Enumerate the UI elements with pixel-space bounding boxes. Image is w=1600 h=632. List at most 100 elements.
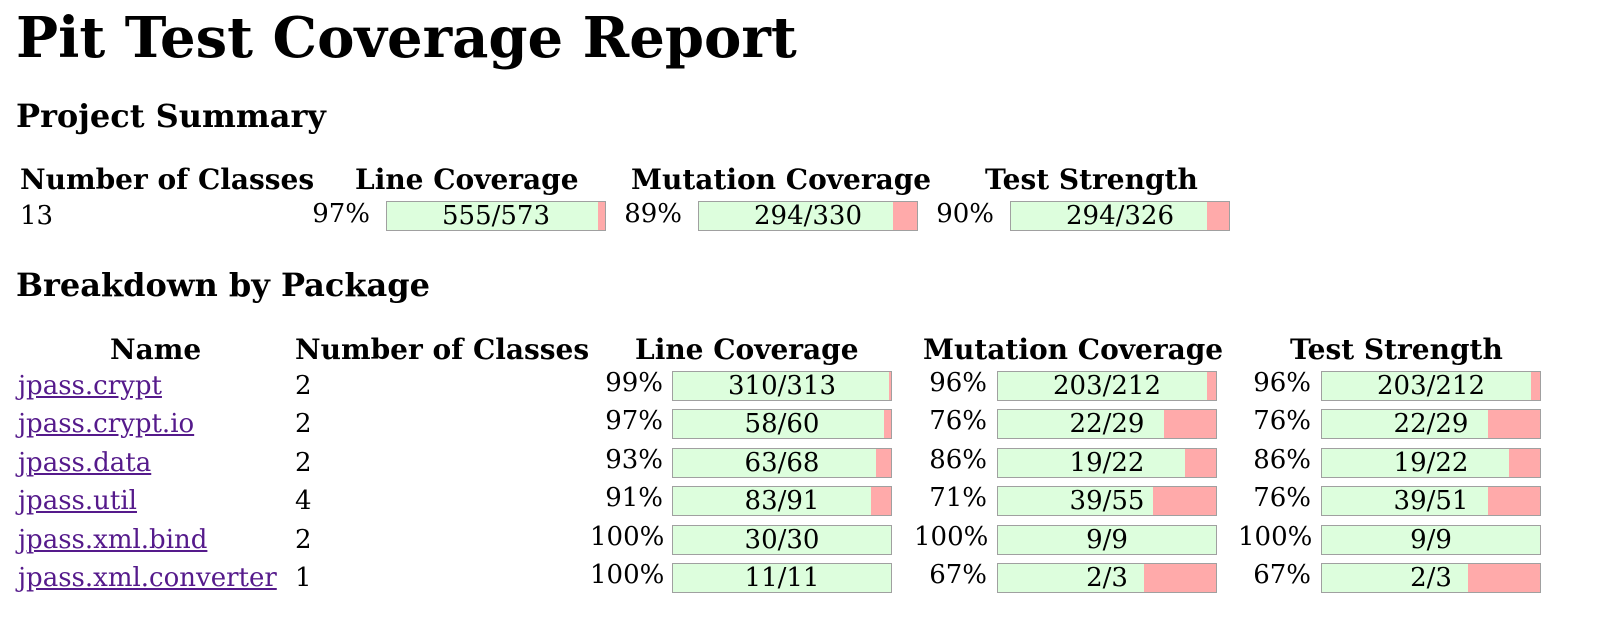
summary-strength-bar: 294/326	[1010, 201, 1230, 231]
line-coverage-bar-label: 30/30	[744, 524, 820, 555]
line-coverage-bar-fill	[673, 487, 872, 516]
breakdown-header-mutation: Mutation Coverage	[923, 333, 1224, 366]
strength-coverage-bar-label: 19/22	[1393, 447, 1469, 478]
line-coverage-bar: 310/313	[672, 371, 892, 401]
package-classes: 4	[295, 486, 312, 517]
strength-coverage-bar-fill	[1322, 372, 1532, 400]
mutation-coverage-bar: 19/22	[997, 447, 1217, 478]
strength-coverage-bar: 203/212	[1321, 371, 1541, 401]
breakdown-heading: Breakdown by Package	[16, 266, 431, 304]
line-coverage-bar: 30/30	[672, 524, 892, 555]
mutation-coverage-percent: 76%	[929, 406, 987, 437]
strength-coverage-percent: 76%	[1253, 483, 1311, 514]
line-coverage-bar-label: 63/68	[744, 447, 820, 478]
mutation-coverage-bar-fill	[998, 410, 1164, 439]
summary-classes-value: 13	[20, 201, 54, 231]
strength-coverage-percent: 76%	[1253, 406, 1311, 437]
package-link[interactable]: jpass.util	[18, 486, 137, 517]
line-coverage-bar-label: 58/60	[744, 409, 820, 440]
package-classes: 2	[295, 409, 312, 440]
package-classes: 2	[295, 524, 312, 555]
strength-coverage-bar: 19/22	[1321, 447, 1541, 478]
strength-coverage-bar-fill	[1322, 564, 1469, 592]
strength-coverage-percent: 96%	[1253, 368, 1311, 398]
line-coverage-bar-fill	[673, 448, 876, 477]
strength-coverage-percent: 86%	[1253, 444, 1311, 475]
strength-coverage-bar: 2/3	[1321, 563, 1541, 593]
line-coverage-bar: 83/91	[672, 486, 892, 517]
line-coverage-bar-fill	[673, 564, 891, 592]
mutation-coverage-bar: 39/55	[997, 486, 1217, 517]
strength-coverage-bar-fill	[1322, 410, 1488, 439]
line-coverage-bar-label: 83/91	[744, 486, 820, 517]
mutation-coverage-bar-label: 19/22	[1069, 447, 1145, 478]
mutation-coverage-bar: 203/212	[997, 371, 1217, 401]
mutation-coverage-percent: 100%	[914, 521, 989, 552]
line-coverage-percent: 91%	[605, 483, 663, 514]
mutation-coverage-bar-fill	[998, 487, 1153, 516]
mutation-coverage-bar: 22/29	[997, 409, 1217, 440]
strength-coverage-bar-fill	[1322, 525, 1540, 554]
strength-coverage-bar-fill	[1322, 448, 1510, 477]
summary-line-bar-fill	[387, 202, 599, 230]
strength-coverage-bar-fill	[1322, 487, 1488, 516]
package-link[interactable]: jpass.xml.bind	[18, 524, 208, 555]
summary-strength-bar-fill	[1011, 202, 1208, 230]
mutation-coverage-bar: 2/3	[997, 563, 1217, 593]
strength-coverage-bar-label: 203/212	[1376, 371, 1485, 401]
strength-coverage-percent: 100%	[1238, 521, 1313, 552]
package-link[interactable]: jpass.data	[18, 447, 152, 478]
line-coverage-bar-label: 11/11	[744, 563, 820, 593]
line-coverage-bar-fill	[673, 410, 885, 439]
summary-line-bar-label: 555/573	[441, 201, 550, 231]
line-coverage-bar-label: 310/313	[727, 371, 836, 401]
strength-coverage-bar-label: 22/29	[1393, 409, 1469, 440]
mutation-coverage-bar-label: 22/29	[1069, 409, 1145, 440]
mutation-coverage-bar-label: 39/55	[1069, 486, 1145, 517]
strength-coverage-bar-label: 2/3	[1410, 563, 1452, 593]
mutation-coverage-percent: 71%	[929, 483, 987, 514]
summary-header-line: Line Coverage	[355, 163, 579, 196]
strength-coverage-bar: 22/29	[1321, 409, 1541, 440]
line-coverage-bar: 58/60	[672, 409, 892, 440]
mutation-coverage-bar-fill	[998, 372, 1208, 400]
package-link[interactable]: jpass.crypt.io	[18, 409, 195, 440]
breakdown-header-classes: Number of Classes	[295, 333, 590, 366]
summary-mutation-bar-fill	[699, 202, 894, 230]
mutation-coverage-bar-fill	[998, 448, 1186, 477]
line-coverage-bar-fill	[673, 525, 891, 554]
line-coverage-bar-fill	[673, 372, 889, 400]
strength-coverage-bar-label: 9/9	[1410, 524, 1452, 555]
mutation-coverage-percent: 67%	[929, 560, 987, 590]
mutation-coverage-bar: 9/9	[997, 524, 1217, 555]
strength-coverage-bar: 9/9	[1321, 524, 1541, 555]
package-link[interactable]: jpass.crypt	[18, 371, 162, 401]
line-coverage-bar: 63/68	[672, 447, 892, 478]
breakdown-header-name: Name	[110, 333, 202, 366]
package-classes: 1	[295, 563, 312, 593]
package-link[interactable]: jpass.xml.converter	[18, 563, 277, 593]
breakdown-header-strength: Test Strength	[1290, 333, 1503, 366]
summary-line-bar: 555/573	[386, 201, 606, 231]
strength-coverage-bar: 39/51	[1321, 486, 1541, 517]
mutation-coverage-bar-fill	[998, 564, 1145, 592]
line-coverage-percent: 100%	[590, 521, 665, 552]
mutation-coverage-percent: 86%	[929, 444, 987, 475]
summary-header-classes: Number of Classes	[20, 163, 315, 196]
mutation-coverage-bar-label: 2/3	[1086, 563, 1128, 593]
package-classes: 2	[295, 447, 312, 478]
line-coverage-percent: 99%	[605, 368, 663, 398]
line-coverage-percent: 97%	[605, 406, 663, 437]
summary-strength-bar-label: 294/326	[1065, 201, 1174, 231]
mutation-coverage-bar-label: 203/212	[1052, 371, 1161, 401]
summary-strength-percent: 90%	[936, 199, 994, 229]
breakdown-header-line: Line Coverage	[635, 333, 859, 366]
strength-coverage-percent: 67%	[1253, 560, 1311, 590]
summary-line-percent: 97%	[312, 199, 370, 229]
summary-header-strength: Test Strength	[985, 163, 1198, 196]
project-summary-heading: Project Summary	[16, 97, 326, 135]
line-coverage-bar: 11/11	[672, 563, 892, 593]
strength-coverage-bar-label: 39/51	[1393, 486, 1469, 517]
mutation-coverage-percent: 96%	[929, 368, 987, 398]
line-coverage-percent: 100%	[590, 560, 665, 590]
